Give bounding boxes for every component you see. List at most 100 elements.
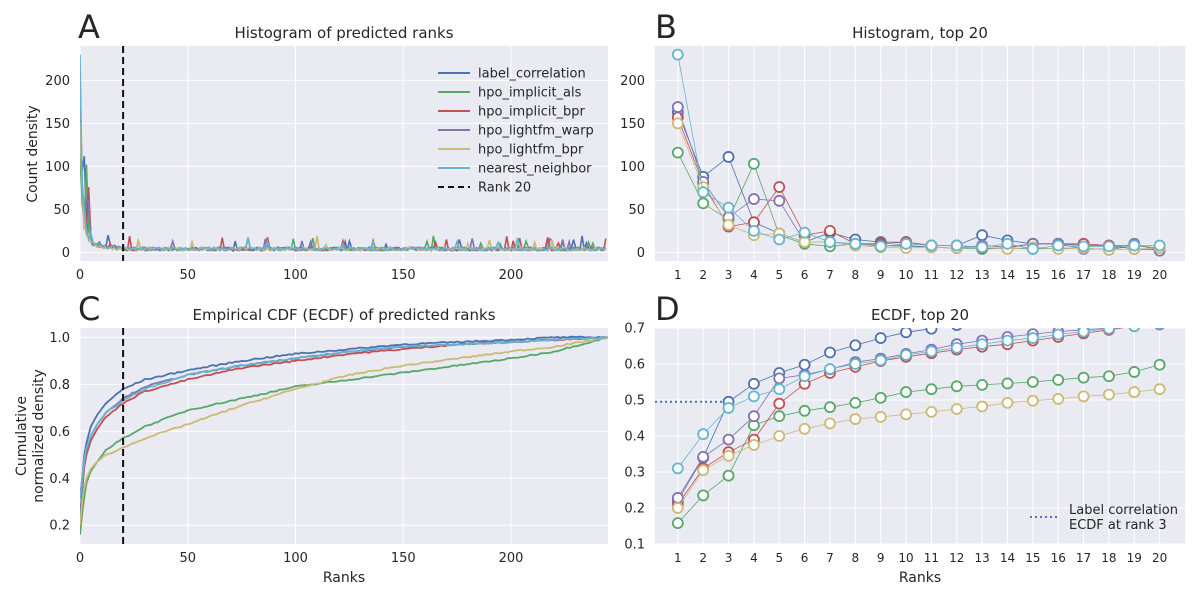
- point-hpo_lightfm_warp: [671, 101, 684, 113]
- point-hpo_implicit_als: [773, 410, 786, 423]
- x-tick-label: 6: [801, 551, 809, 565]
- panel-a: 0 50 100 150 200 0 50 100 150 200 A Histogram of…: [25, 8, 608, 283]
- point-hpo_lightfm_bpr: [1026, 394, 1039, 407]
- x-tick-label: 9: [877, 268, 885, 282]
- point-hpo_lightfm_bpr: [697, 464, 710, 477]
- point-nearest_neighbor: [747, 390, 760, 403]
- point-hpo_implicit_als: [1077, 371, 1090, 384]
- hist-line-nearest_neighbor: [80, 54, 607, 252]
- point-hpo_implicit_als: [874, 391, 887, 404]
- point-nearest_neighbor: [874, 354, 887, 367]
- panel-c: 0 50 100 150 200 0.2 0.4 0.6 0.8 1.0 C Empirical…: [14, 290, 608, 586]
- panel-b-background: [655, 46, 1185, 261]
- y-tick-label: 0.2: [624, 502, 645, 517]
- legend: label_correlation hpo_implicit_als hpo_imp…: [438, 67, 594, 196]
- point-label_correlation: [900, 328, 912, 339]
- point-nearest_neighbor: [1103, 328, 1115, 335]
- point-hpo_implicit_als: [722, 469, 735, 482]
- point-nearest_neighbor: [773, 233, 786, 246]
- legend-label-hpo_implicit_bpr: hpo_implicit_bpr: [478, 105, 586, 120]
- point-hpo_lightfm_bpr: [798, 236, 811, 248]
- panel-c-ylabel-line2: normalized density: [31, 369, 47, 503]
- y-tick-label: 100: [45, 160, 70, 175]
- x-tick-label: 5: [775, 268, 783, 282]
- x-tick-label: 19: [1127, 268, 1142, 282]
- x-tick-label: 1: [674, 268, 682, 282]
- point-label_correlation: [747, 377, 760, 390]
- point-hpo_implicit_als: [1128, 366, 1141, 378]
- point-nearest_neighbor: [849, 237, 862, 250]
- x-tick-label: 14: [1000, 268, 1015, 282]
- point-hpo_lightfm_warp: [747, 410, 760, 423]
- x-tick-label: 8: [852, 268, 860, 282]
- point-hpo_lightfm_bpr: [925, 405, 938, 418]
- point-label_correlation: [874, 332, 887, 344]
- point-hpo_implicit_als: [747, 157, 760, 170]
- legend-label-hpo_implicit_als: hpo_implicit_als: [478, 86, 582, 101]
- x-tick-label: 19: [1127, 551, 1142, 565]
- y-tick-label: 0.5: [624, 394, 645, 409]
- point-nearest_neighbor: [824, 363, 836, 375]
- point-nearest_neighbor: [824, 236, 836, 248]
- y-tick-label: 100: [620, 160, 645, 175]
- panel-a-letter: A: [78, 8, 100, 46]
- point-nearest_neighbor: [773, 383, 786, 396]
- point-label_correlation: [1053, 309, 1063, 319]
- point-nearest_neighbor: [1103, 240, 1115, 253]
- point-nearest_neighbor: [1153, 239, 1166, 252]
- point-hpo_lightfm_warp: [697, 450, 710, 463]
- point-hpo_lightfm_bpr: [824, 417, 836, 430]
- point-label_correlation: [1155, 303, 1165, 313]
- x-tick-label: 10: [898, 551, 913, 565]
- point-nearest_neighbor: [900, 237, 912, 250]
- point-nearest_neighbor: [722, 402, 735, 414]
- panel-a-background: [80, 46, 608, 261]
- y-tick-label: 0: [637, 246, 645, 261]
- point-label_correlation: [824, 346, 836, 359]
- point-hpo_lightfm_bpr: [722, 218, 735, 231]
- point-nearest_neighbor: [925, 345, 938, 358]
- x-tick-label: 200: [499, 551, 524, 566]
- point-hpo_lightfm_bpr: [849, 413, 862, 425]
- x-tick-label: 18: [1101, 268, 1116, 282]
- point-hpo_implicit_als: [849, 396, 862, 409]
- point-hpo_implicit_als: [900, 386, 912, 398]
- x-tick-label: 2: [699, 551, 707, 565]
- ecdf-line-label_correlation: [80, 335, 608, 498]
- point-hpo_lightfm_bpr: [1001, 396, 1014, 409]
- x-tick-label: 3: [725, 551, 733, 565]
- point-hpo_lightfm_bpr: [900, 408, 912, 421]
- point-hpo_lightfm_bpr: [671, 502, 684, 514]
- point-nearest_neighbor: [697, 186, 710, 199]
- point-hpo_implicit_als: [798, 404, 811, 417]
- panel-c-title: Empirical CDF (ECDF) of predicted ranks: [192, 306, 495, 324]
- ecdf-line-nearest_neighbor: [80, 336, 608, 500]
- point-nearest_neighbor: [1077, 328, 1090, 338]
- y-tick-label: 0: [62, 246, 70, 261]
- point-nearest_neighbor: [1128, 239, 1141, 252]
- reference-legend-line2: ECDF at rank 3: [1069, 518, 1167, 533]
- panel-c-xlabel: Ranks: [323, 570, 365, 586]
- x-tick-label: 50: [179, 551, 196, 566]
- point-nearest_neighbor: [1128, 328, 1140, 333]
- point-hpo_lightfm_warp: [773, 194, 786, 207]
- point-hpo_implicit_als: [697, 197, 710, 210]
- point-hpo_lightfm_bpr: [950, 403, 963, 415]
- reference-legend-line1: Label correlation: [1069, 503, 1178, 518]
- point-hpo_implicit_als: [1103, 370, 1115, 383]
- point-label_correlation: [976, 229, 989, 242]
- point-hpo_lightfm_bpr: [976, 400, 989, 413]
- x-tick-label: 3: [725, 268, 733, 282]
- x-tick-label: 16: [1051, 268, 1066, 282]
- point-hpo_lightfm_warp: [773, 372, 786, 385]
- panel-d-title: ECDF, top 20: [871, 306, 969, 324]
- x-tick-label: 20: [1152, 268, 1167, 282]
- panel-c-letter: C: [78, 290, 100, 328]
- point-label_correlation: [798, 358, 811, 371]
- x-tick-label: 15: [1025, 268, 1040, 282]
- point-nearest_neighbor: [1052, 328, 1065, 341]
- y-tick-label: 50: [53, 203, 70, 218]
- x-tick-label: 17: [1076, 551, 1091, 565]
- x-tick-label: 150: [391, 268, 416, 283]
